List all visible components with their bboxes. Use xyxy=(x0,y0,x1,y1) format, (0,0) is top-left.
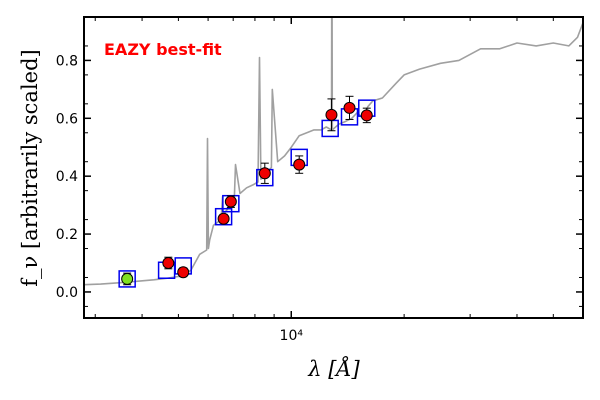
model-spectrum-line xyxy=(84,17,583,286)
axis-ticks-layer: 0.0 0.2 0.4 0.6 0.8 10⁴ xyxy=(56,16,584,344)
y-tick-label: 0.6 xyxy=(56,111,78,127)
observed-flux-point xyxy=(293,158,306,171)
observed-flux-point xyxy=(177,266,190,279)
model-spectrum-layer xyxy=(84,17,583,286)
observed-flux-point xyxy=(325,108,338,121)
observed-flux-point xyxy=(217,212,230,225)
observed-flux-point xyxy=(258,167,271,180)
y-tick-label: 0.4 xyxy=(56,169,78,185)
annotation-label: EAZY best-fit xyxy=(104,40,222,59)
observed-flux-point xyxy=(121,272,134,285)
template-flux-box xyxy=(118,270,136,288)
observed-flux-point xyxy=(360,109,373,122)
observed-flux-point xyxy=(162,257,175,270)
observed-flux-point xyxy=(224,195,237,208)
observed-flux-point xyxy=(343,101,356,114)
x-tick-label: 10⁴ xyxy=(280,328,304,344)
template-points-layer xyxy=(118,99,376,288)
x-axis-label: λ [Å] xyxy=(307,356,360,381)
y-tick-label: 0.8 xyxy=(56,53,78,69)
plot-frame xyxy=(83,16,584,319)
observed-points-layer xyxy=(121,95,373,286)
y-axis-label: f_ν [arbitrarily scaled] xyxy=(18,49,42,286)
y-tick-label: 0.2 xyxy=(56,227,78,243)
y-tick-label: 0.0 xyxy=(56,285,78,301)
